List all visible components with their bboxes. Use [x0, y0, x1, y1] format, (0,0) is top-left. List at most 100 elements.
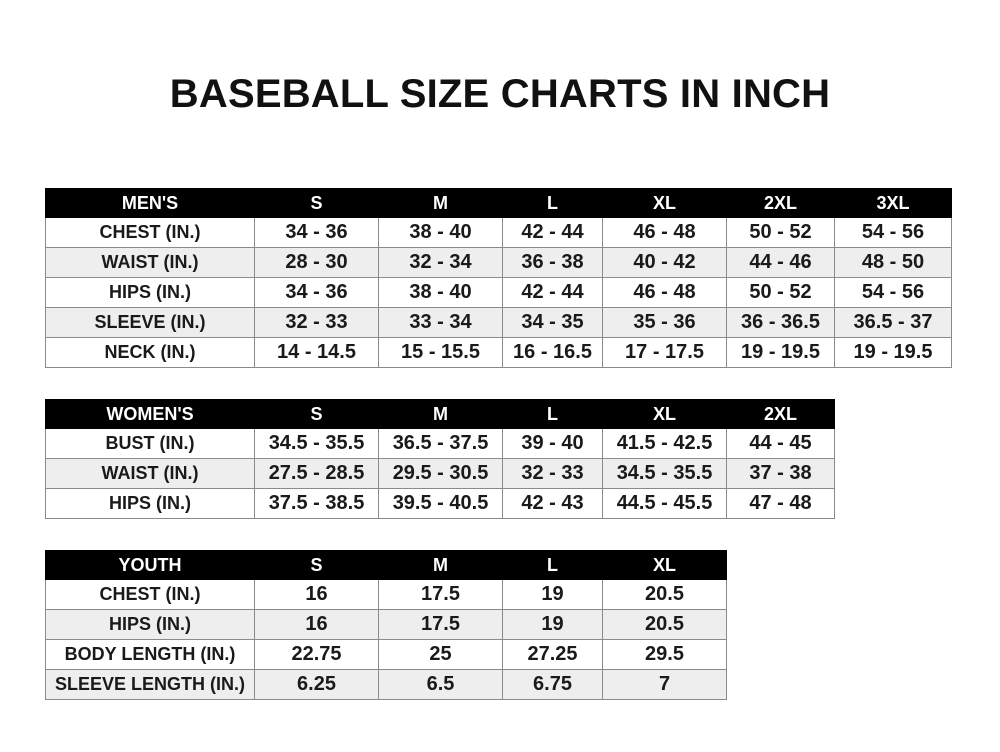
size-header: L	[502, 399, 603, 429]
size-value: 16	[254, 609, 379, 640]
size-value: 28 - 30	[254, 247, 379, 278]
size-value: 36.5 - 37.5	[378, 428, 503, 459]
size-value: 19 - 19.5	[834, 337, 952, 368]
womens-size-table: WOMEN'S S M L XL 2XL BUST (IN.) 34.5 - 35.5 36.5…	[45, 399, 835, 519]
table-row: HIPS (IN.) 16 17.5 19 20.5	[45, 609, 727, 640]
size-value: 36 - 36.5	[726, 307, 835, 338]
size-header: 2XL	[726, 399, 835, 429]
size-value: 20.5	[602, 579, 727, 610]
size-value: 37.5 - 38.5	[254, 488, 379, 519]
size-value: 41.5 - 42.5	[602, 428, 727, 459]
measurement-label: SLEEVE LENGTH (IN.)	[45, 669, 255, 700]
size-value: 42 - 44	[502, 217, 603, 248]
size-header: 3XL	[834, 188, 952, 218]
size-header: XL	[602, 188, 727, 218]
measurement-label: CHEST (IN.)	[45, 579, 255, 610]
measurement-label: NECK (IN.)	[45, 337, 255, 368]
size-value: 29.5	[602, 639, 727, 670]
size-value: 48 - 50	[834, 247, 952, 278]
size-value: 34 - 35	[502, 307, 603, 338]
size-value: 54 - 56	[834, 217, 952, 248]
table-row: CHEST (IN.) 34 - 36 38 - 40 42 - 44 46 - 48 5…	[45, 217, 952, 248]
size-value: 19 - 19.5	[726, 337, 835, 368]
table-row: SLEEVE (IN.) 32 - 33 33 - 34 34 - 35 35 - 36…	[45, 307, 952, 338]
size-header: M	[378, 188, 503, 218]
mens-size-table: MEN'S S M L XL 2XL 3XL CHEST (IN.) 34 - 36 38 - 4…	[45, 188, 952, 368]
table-row: NECK (IN.) 14 - 14.5 15 - 15.5 16 - 16.5 17 …	[45, 337, 952, 368]
measurement-label: WAIST (IN.)	[45, 247, 255, 278]
size-value: 32 - 33	[254, 307, 379, 338]
measurement-label: BODY LENGTH (IN.)	[45, 639, 255, 670]
header-row: WOMEN'S S M L XL 2XL	[45, 399, 835, 429]
table-row: BUST (IN.) 34.5 - 35.5 36.5 - 37.5 39 - 40 4…	[45, 428, 835, 459]
size-value: 44.5 - 45.5	[602, 488, 727, 519]
size-header: 2XL	[726, 188, 835, 218]
measurement-label: CHEST (IN.)	[45, 217, 255, 248]
size-value: 19	[502, 579, 603, 610]
measurement-label: WAIST (IN.)	[45, 458, 255, 489]
size-value: 17 - 17.5	[602, 337, 727, 368]
size-value: 22.75	[254, 639, 379, 670]
size-header: S	[254, 188, 379, 218]
size-value: 40 - 42	[602, 247, 727, 278]
size-value: 29.5 - 30.5	[378, 458, 503, 489]
size-value: 6.5	[378, 669, 503, 700]
size-value: 6.75	[502, 669, 603, 700]
size-value: 6.25	[254, 669, 379, 700]
header-row: YOUTH S M L XL	[45, 550, 727, 580]
table-row: WAIST (IN.) 27.5 - 28.5 29.5 - 30.5 32 - 33…	[45, 458, 835, 489]
size-value: 42 - 43	[502, 488, 603, 519]
size-value: 44 - 45	[726, 428, 835, 459]
size-value: 17.5	[378, 579, 503, 610]
size-value: 34 - 36	[254, 217, 379, 248]
section-header: WOMEN'S	[45, 399, 255, 429]
size-value: 47 - 48	[726, 488, 835, 519]
size-value: 36.5 - 37	[834, 307, 952, 338]
size-value: 50 - 52	[726, 217, 835, 248]
size-value: 54 - 56	[834, 277, 952, 308]
size-value: 50 - 52	[726, 277, 835, 308]
size-header: S	[254, 550, 379, 580]
size-value: 46 - 48	[602, 217, 727, 248]
youth-size-table: YOUTH S M L XL CHEST (IN.) 16 17.5 19 20.5 HIPS (I…	[45, 550, 727, 700]
header-row: MEN'S S M L XL 2XL 3XL	[45, 188, 952, 218]
size-header: XL	[602, 550, 727, 580]
table-row: WAIST (IN.) 28 - 30 32 - 34 36 - 38 40 - 42 4…	[45, 247, 952, 278]
size-value: 15 - 15.5	[378, 337, 503, 368]
size-value: 39 - 40	[502, 428, 603, 459]
size-value: 14 - 14.5	[254, 337, 379, 368]
size-value: 39.5 - 40.5	[378, 488, 503, 519]
size-value: 19	[502, 609, 603, 640]
size-value: 44 - 46	[726, 247, 835, 278]
section-header: MEN'S	[45, 188, 255, 218]
size-value: 33 - 34	[378, 307, 503, 338]
table-row: SLEEVE LENGTH (IN.) 6.25 6.5 6.75 7	[45, 669, 727, 700]
size-value: 32 - 33	[502, 458, 603, 489]
size-header: M	[378, 399, 503, 429]
measurement-label: HIPS (IN.)	[45, 609, 255, 640]
size-value: 34.5 - 35.5	[254, 428, 379, 459]
size-header: L	[502, 188, 603, 218]
size-value: 17.5	[378, 609, 503, 640]
size-header: S	[254, 399, 379, 429]
size-value: 20.5	[602, 609, 727, 640]
table-row: BODY LENGTH (IN.) 22.75 25 27.25 29.5	[45, 639, 727, 670]
page-title: BASEBALL SIZE CHARTS IN INCH	[169, 72, 831, 116]
measurement-label: SLEEVE (IN.)	[45, 307, 255, 338]
size-value: 16	[254, 579, 379, 610]
size-value: 42 - 44	[502, 277, 603, 308]
measurement-label: HIPS (IN.)	[45, 488, 255, 519]
size-value: 46 - 48	[602, 277, 727, 308]
section-header: YOUTH	[45, 550, 255, 580]
size-value: 36 - 38	[502, 247, 603, 278]
size-value: 27.25	[502, 639, 603, 670]
size-header: M	[378, 550, 503, 580]
size-value: 32 - 34	[378, 247, 503, 278]
size-header: L	[502, 550, 603, 580]
size-value: 34 - 36	[254, 277, 379, 308]
table-row: CHEST (IN.) 16 17.5 19 20.5	[45, 579, 727, 610]
size-value: 35 - 36	[602, 307, 727, 338]
size-value: 34.5 - 35.5	[602, 458, 727, 489]
size-value: 38 - 40	[378, 277, 503, 308]
size-value: 37 - 38	[726, 458, 835, 489]
